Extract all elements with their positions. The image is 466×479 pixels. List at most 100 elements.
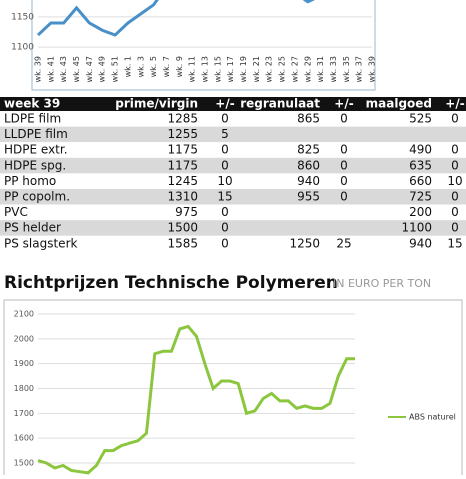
table-cell: 0 <box>340 143 348 157</box>
table-header: +/- <box>445 97 464 111</box>
x-tick-label: wk. 43 <box>59 56 68 82</box>
table-cell: 0 <box>340 158 348 172</box>
table-cell: HDPE spg. <box>4 158 66 172</box>
table-cell: 0 <box>221 236 229 250</box>
table-cell: 200 <box>409 205 432 219</box>
table-header: +/- <box>334 97 353 111</box>
table-cell: 975 <box>175 205 198 219</box>
table-cell: 0 <box>451 143 459 157</box>
table-cell: PS slagsterk <box>4 236 77 250</box>
x-tick-label: wk. 1 <box>123 56 132 77</box>
table-cell: LDPE film <box>4 112 61 126</box>
x-tick-label: wk. 37 <box>355 56 364 82</box>
table-header: prime/virgin <box>115 97 198 111</box>
table-row <box>0 204 466 221</box>
table-cell: 490 <box>409 143 432 157</box>
x-tick-label: wk. 21 <box>252 56 261 82</box>
table-cell: 0 <box>221 221 229 235</box>
table-cell: 5 <box>221 127 229 141</box>
table-header: +/- <box>215 97 234 111</box>
table-cell: 25 <box>336 236 351 250</box>
y-tick-label: 1150 <box>11 12 34 22</box>
x-tick-label: wk. 19 <box>239 56 248 82</box>
table-cell: 0 <box>221 143 229 157</box>
table-cell: 725 <box>409 190 432 204</box>
x-tick-label: wk. 33 <box>329 56 338 82</box>
table-cell: 1250 <box>289 236 320 250</box>
x-tick-label: wk. 5 <box>149 56 158 77</box>
table-cell: LLDPE film <box>4 127 68 141</box>
y-tick-label: 1500 <box>14 458 34 467</box>
table-cell: 0 <box>451 158 459 172</box>
chart-subtitle: IN EURO PER TON <box>333 277 431 290</box>
table-cell: 525 <box>409 112 432 126</box>
table-row <box>0 157 466 174</box>
table-cell: 1585 <box>167 236 198 250</box>
table-cell: 0 <box>340 190 348 204</box>
table-cell: 15 <box>217 190 232 204</box>
table-cell: 1310 <box>167 190 198 204</box>
table-row <box>0 142 466 158</box>
table-cell: 660 <box>409 174 432 188</box>
table-cell: 10 <box>447 174 462 188</box>
y-tick-label: 1600 <box>14 434 34 443</box>
table-cell: 955 <box>297 190 320 204</box>
table-header: regranulaat <box>240 97 320 111</box>
table-cell: 1500 <box>167 221 198 235</box>
x-tick-label: wk. 29 <box>303 56 312 82</box>
y-tick-label: 1800 <box>14 384 34 393</box>
x-tick-label: wk. 25 <box>278 56 287 82</box>
table-cell: 15 <box>447 236 462 250</box>
table-cell: 1175 <box>167 158 198 172</box>
x-tick-label: wk. 45 <box>72 56 81 82</box>
table-cell: 635 <box>409 158 432 172</box>
chart-frame <box>3 299 463 479</box>
table-header-bg <box>0 97 466 111</box>
table-cell: 1175 <box>167 143 198 157</box>
y-tick-label: 1100 <box>11 43 34 53</box>
table-cell: PVC <box>4 205 28 219</box>
chart-frame <box>31 0 376 91</box>
table-cell: 1100 <box>401 221 432 235</box>
table-cell: PP copolm. <box>4 190 70 204</box>
x-tick-label: wk. 17 <box>226 56 235 82</box>
y-tick-label: 1900 <box>14 359 34 368</box>
y-tick-label: 2100 <box>14 310 34 319</box>
table-cell: 940 <box>409 236 432 250</box>
line <box>36 0 316 37</box>
table-cell: 940 <box>297 174 320 188</box>
table-cell: 0 <box>451 221 459 235</box>
x-tick-label: wk. 51 <box>111 56 120 82</box>
x-tick-label: wk. 41 <box>46 56 55 82</box>
table-cell: 825 <box>297 143 320 157</box>
x-tick-label: wk. 15 <box>213 56 222 82</box>
table-cell: 865 <box>297 112 320 126</box>
x-tick-label: wk. 7 <box>162 56 171 77</box>
table-header: week 39 <box>4 97 60 111</box>
table-row <box>0 220 466 236</box>
table-cell: 0 <box>221 158 229 172</box>
line <box>37 324 355 475</box>
table-cell: 0 <box>221 112 229 126</box>
table-row <box>0 126 466 143</box>
table-cell: 1245 <box>167 174 198 188</box>
table-row <box>0 173 466 189</box>
x-tick-label: wk. 27 <box>290 56 299 82</box>
table-cell: PP homo <box>4 174 56 188</box>
x-tick-label: wk. 13 <box>201 56 210 82</box>
x-tick-label: wk. 35 <box>342 56 351 82</box>
table-cell: HDPE extr. <box>4 143 68 157</box>
table-header: maalgoed <box>366 97 432 111</box>
table-row <box>0 111 466 127</box>
table-cell: 0 <box>340 174 348 188</box>
x-tick-label: wk. 39 <box>368 56 377 82</box>
x-tick-label: wk. 47 <box>85 56 94 82</box>
table-cell: 860 <box>297 158 320 172</box>
table-cell: 10 <box>217 174 232 188</box>
table-cell: PS helder <box>4 221 61 235</box>
y-tick-label: 2000 <box>14 334 34 343</box>
table-row <box>0 235 466 252</box>
y-tick-label: 1700 <box>14 409 34 418</box>
table-cell: 1285 <box>167 112 198 126</box>
table-cell: 0 <box>451 190 459 204</box>
